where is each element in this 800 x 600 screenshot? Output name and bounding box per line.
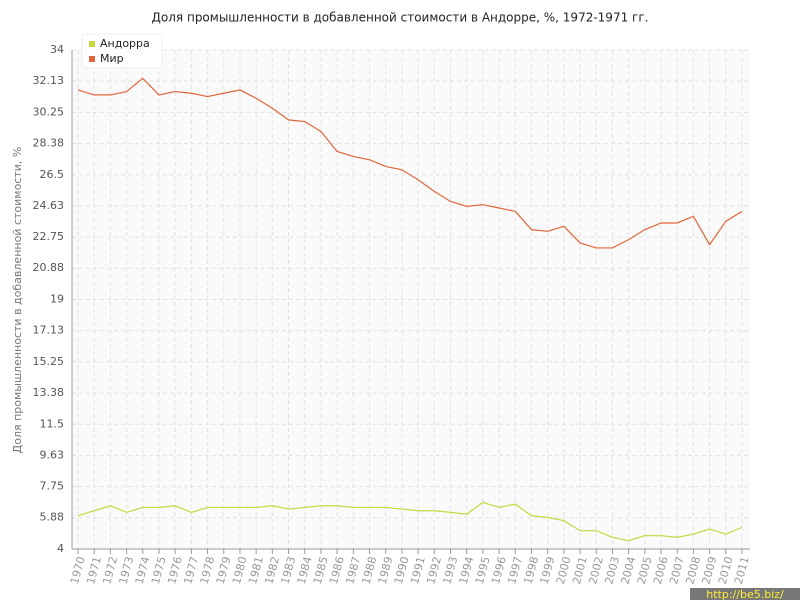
legend-swatch	[89, 56, 95, 62]
watermark: http://be5.biz/	[706, 588, 784, 600]
y-tick-label: 19	[50, 293, 64, 306]
y-tick-label: 32.13	[33, 74, 65, 87]
series-line	[77, 77, 743, 249]
y-tick-label: 15.25	[33, 355, 65, 368]
legend-label: Мир	[100, 52, 124, 65]
y-tick-label: 17.13	[33, 324, 65, 337]
y-axis-label: Доля промышленности в добавленной стоимо…	[11, 147, 24, 454]
y-tick-label: 34	[50, 43, 64, 56]
y-tick-label: 13.38	[33, 386, 65, 399]
y-tick-label: 20.88	[33, 261, 65, 274]
y-tick-label: 11.5	[40, 417, 65, 430]
y-tick-label: 9.63	[40, 448, 65, 461]
legend-swatch	[89, 41, 95, 47]
legend-label: Андорра	[100, 37, 150, 50]
y-tick-label: 26.5	[40, 168, 65, 181]
chart-title: Доля промышленности в добавленной стоимо…	[152, 11, 649, 25]
y-tick-label: 5.88	[40, 511, 65, 524]
y-tick-label: 24.63	[33, 199, 65, 212]
y-tick-label: 22.75	[33, 230, 65, 243]
legend-box	[81, 33, 163, 69]
y-tick-label: 28.38	[33, 136, 65, 149]
y-tick-label: 30.25	[33, 105, 65, 118]
y-tick-label: 4	[57, 542, 64, 555]
y-tick-label: 7.75	[40, 480, 65, 493]
watermark-bg	[690, 588, 800, 600]
series-line	[77, 501, 743, 542]
